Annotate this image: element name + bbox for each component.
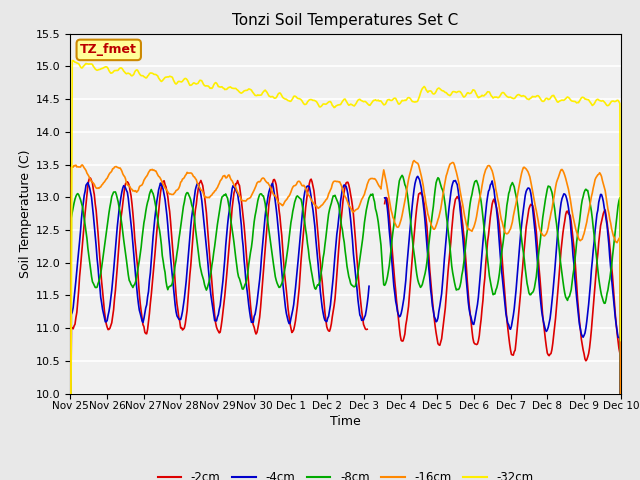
Title: Tonzi Soil Temperatures Set C: Tonzi Soil Temperatures Set C <box>232 13 459 28</box>
Text: TZ_fmet: TZ_fmet <box>80 43 137 56</box>
Y-axis label: Soil Temperature (C): Soil Temperature (C) <box>19 149 32 278</box>
X-axis label: Time: Time <box>330 415 361 429</box>
Legend: -2cm, -4cm, -8cm, -16cm, -32cm: -2cm, -4cm, -8cm, -16cm, -32cm <box>153 466 538 480</box>
